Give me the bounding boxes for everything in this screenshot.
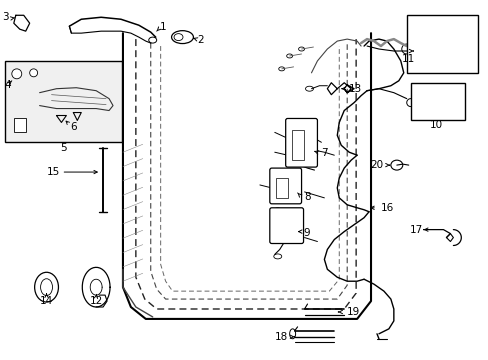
- Ellipse shape: [286, 54, 292, 58]
- FancyBboxPatch shape: [14, 118, 26, 132]
- Text: 14: 14: [40, 296, 53, 306]
- Ellipse shape: [148, 37, 156, 43]
- Text: 19: 19: [346, 307, 360, 317]
- Text: 13: 13: [348, 84, 362, 94]
- Text: 10: 10: [429, 121, 442, 130]
- Ellipse shape: [273, 254, 281, 259]
- Ellipse shape: [401, 44, 411, 54]
- Ellipse shape: [14, 68, 25, 84]
- Text: 3: 3: [2, 12, 9, 22]
- Circle shape: [30, 69, 38, 77]
- Ellipse shape: [390, 160, 402, 170]
- FancyBboxPatch shape: [285, 118, 317, 167]
- Text: 12: 12: [89, 296, 102, 306]
- Ellipse shape: [274, 178, 280, 182]
- Text: 1: 1: [159, 22, 165, 32]
- Ellipse shape: [274, 208, 280, 212]
- Text: 17: 17: [408, 225, 422, 235]
- Ellipse shape: [171, 31, 193, 44]
- Text: 4: 4: [4, 80, 11, 90]
- Text: 16: 16: [380, 203, 393, 213]
- Text: 8: 8: [304, 192, 310, 202]
- Text: 5: 5: [60, 143, 66, 153]
- FancyBboxPatch shape: [406, 15, 477, 73]
- Ellipse shape: [289, 329, 295, 339]
- Ellipse shape: [298, 47, 304, 51]
- Text: 18: 18: [274, 332, 287, 342]
- Text: 6: 6: [70, 122, 77, 132]
- FancyBboxPatch shape: [275, 178, 287, 198]
- FancyBboxPatch shape: [5, 61, 122, 142]
- Text: 9: 9: [303, 228, 309, 238]
- Ellipse shape: [278, 67, 284, 71]
- Text: 15: 15: [47, 167, 60, 177]
- FancyBboxPatch shape: [291, 130, 303, 160]
- Ellipse shape: [305, 86, 313, 91]
- Ellipse shape: [406, 99, 414, 107]
- FancyBboxPatch shape: [410, 83, 465, 121]
- Ellipse shape: [174, 33, 183, 41]
- Ellipse shape: [10, 62, 30, 90]
- Text: 7: 7: [321, 148, 327, 158]
- Ellipse shape: [35, 272, 59, 302]
- Text: 2: 2: [197, 35, 203, 45]
- Text: 11: 11: [401, 54, 414, 64]
- Circle shape: [12, 69, 21, 79]
- FancyBboxPatch shape: [269, 208, 303, 243]
- Text: 20: 20: [369, 160, 382, 170]
- FancyBboxPatch shape: [269, 168, 301, 204]
- Ellipse shape: [41, 279, 52, 296]
